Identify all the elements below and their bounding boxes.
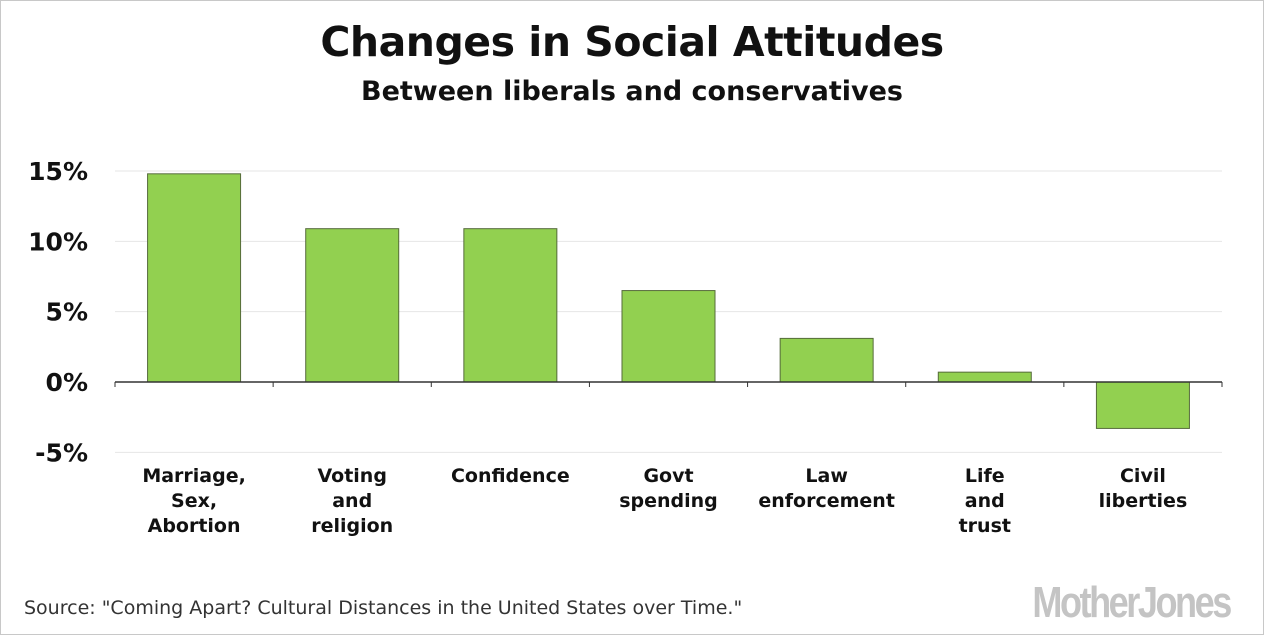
x-tick-label: Civil liberties — [1099, 465, 1188, 512]
x-tick-label: Confidence — [451, 465, 570, 487]
y-tick-label: 15% — [28, 157, 88, 186]
bar — [937, 371, 1032, 383]
y-tick-label: 10% — [28, 227, 88, 256]
bar — [463, 228, 558, 383]
mother-jones-logo: MotherJones — [1032, 578, 1233, 627]
x-tick-label: Marriage, Sex, Abortion — [142, 465, 246, 537]
x-tick-label: Voting and religion — [311, 465, 393, 537]
bar — [147, 173, 242, 383]
bar — [779, 337, 874, 383]
y-tick-label: -5% — [35, 438, 88, 467]
chart-title: Changes in Social Attitudes — [320, 18, 944, 66]
x-tick-label: Law enforcement — [758, 465, 895, 512]
y-tick-label: 0% — [46, 368, 88, 397]
chart-subtitle: Between liberals and conservatives — [360, 76, 903, 107]
source-note: Source: "Coming Apart? Cultural Distance… — [24, 597, 743, 619]
y-tick-label: 5% — [46, 298, 88, 327]
bar — [1095, 381, 1190, 429]
bar — [305, 228, 400, 383]
x-tick-label: Govt spending — [619, 465, 718, 512]
bar — [621, 290, 716, 383]
x-tick-label: Life and trust — [959, 465, 1011, 537]
